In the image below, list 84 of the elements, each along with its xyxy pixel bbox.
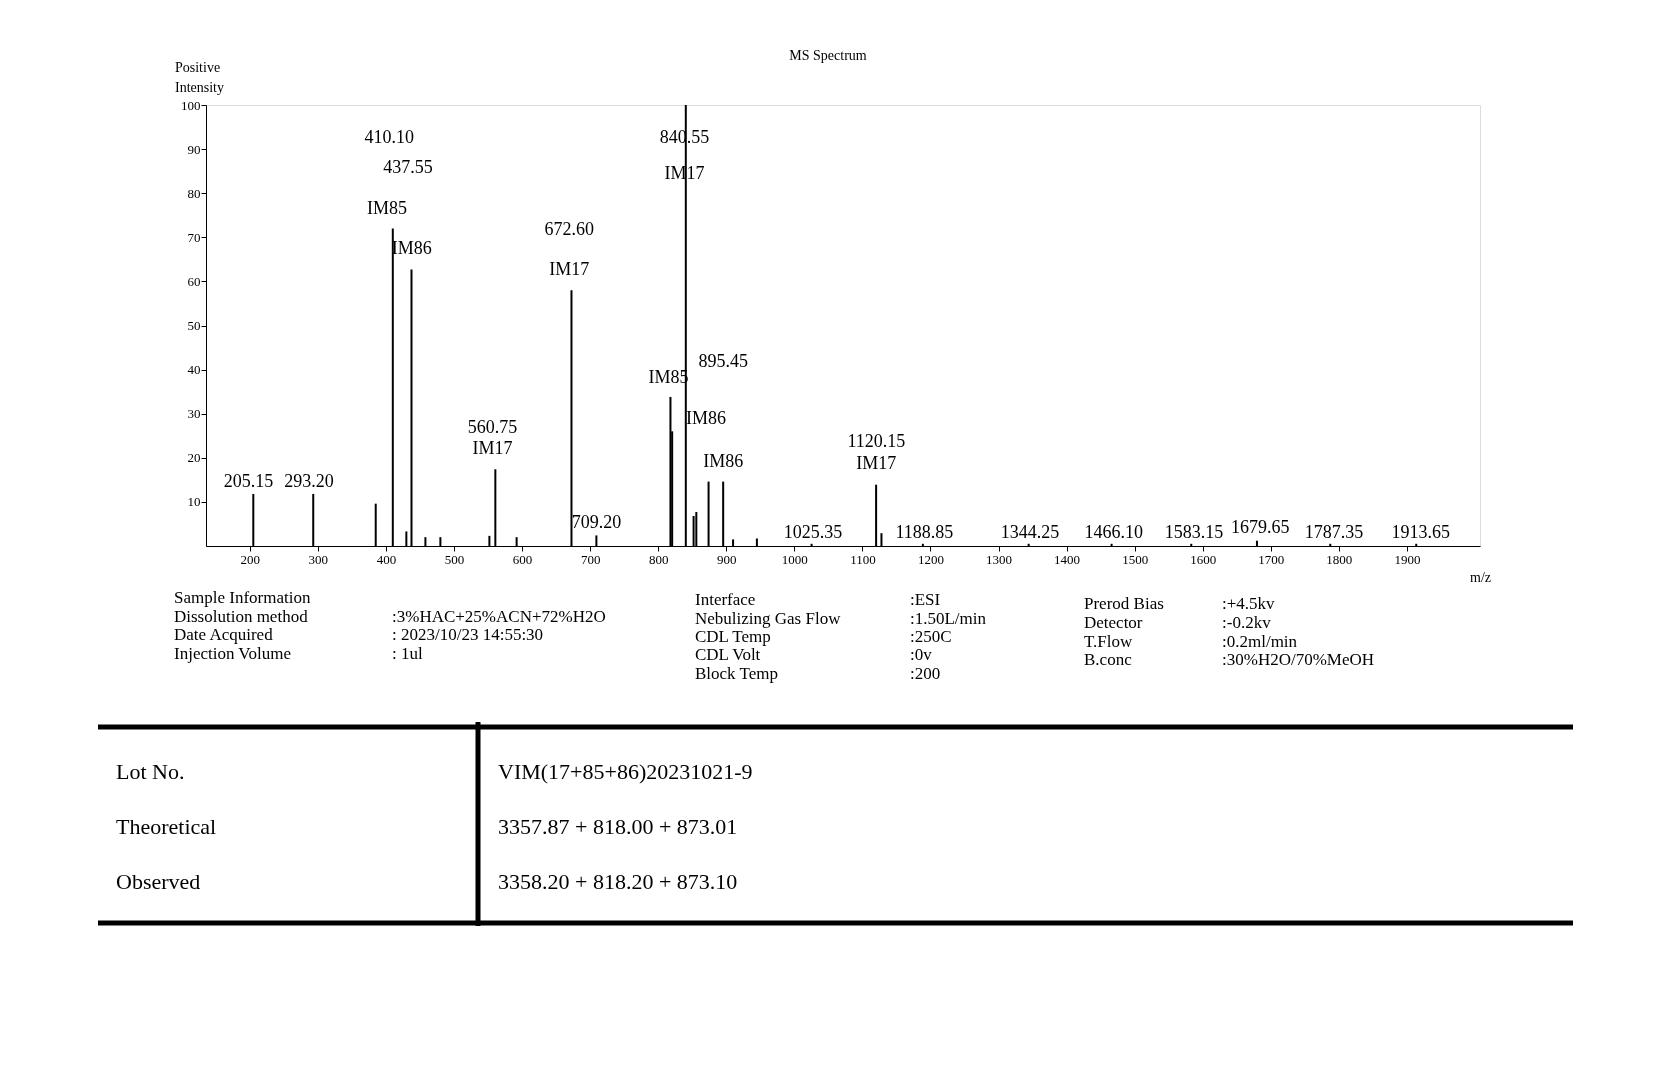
x-tick-label: 1100 [850, 551, 876, 567]
text: Date Acquired [174, 625, 274, 644]
annotation: 1188.85 [895, 521, 954, 542]
text: Theoretical [116, 814, 217, 839]
annotation: 1583.15 [1164, 521, 1224, 542]
text: 3358.20 + 818.20 + 873.10 [498, 869, 738, 894]
annotation: 1466.10 [1084, 521, 1143, 542]
y-tick-label: 10 [187, 494, 201, 510]
text: Nebulizing Gas Flow [695, 609, 842, 628]
annotation: 410.10 [364, 126, 414, 147]
annotation: IM85 [367, 197, 408, 218]
annotation: 672.60 [544, 218, 595, 239]
x-tick-label: 1500 [1122, 551, 1149, 567]
text: CDL Temp [695, 627, 771, 646]
y-tick-label: 90 [187, 141, 201, 157]
x-tick-label: 1400 [1054, 551, 1081, 567]
x-tick-label: 400 [376, 551, 397, 567]
x-tick-label: 900 [717, 551, 737, 567]
x-tick-label: 600 [512, 551, 533, 567]
annotation: IM17 [549, 259, 590, 279]
text: :+4.5kv [1222, 594, 1276, 613]
text: CDL Volt [695, 645, 761, 664]
x-tick-label: 800 [648, 551, 669, 567]
y-tick-label: 30 [187, 406, 201, 422]
y-tick-label: 50 [187, 318, 201, 333]
annotation: 1025.35 [783, 521, 843, 542]
text: Prerod Bias [1084, 594, 1164, 613]
y-tick-label: 70 [187, 229, 201, 245]
annotation: 437.55 [383, 157, 433, 178]
annotation: 709.20 [571, 512, 622, 533]
annotation: IM17 [856, 452, 897, 473]
text: Lot No. [116, 759, 185, 784]
annotation: 1679.65 [1230, 517, 1290, 538]
text: :-0.2kv [1222, 613, 1272, 632]
x-tick-label: 1700 [1258, 551, 1285, 567]
x-tick-label: 1300 [986, 551, 1013, 567]
x-tick-label: 200 [240, 551, 261, 567]
text: :200 [910, 664, 941, 683]
text: Detector [1084, 613, 1143, 632]
x-tick-label: 500 [444, 551, 465, 567]
y-tick-label: 20 [187, 450, 201, 466]
annotation: 1787.35 [1304, 521, 1364, 542]
x-tick-label: 1000 [781, 551, 808, 567]
text: :1.50L/min [910, 609, 987, 628]
text: 3357.87 + 818.00 + 873.01 [498, 814, 738, 839]
x-tick-label: 700 [580, 551, 601, 567]
annotation: 560.75 [467, 416, 518, 437]
text: :0v [910, 645, 933, 664]
x-tick-label: 1600 [1190, 551, 1217, 567]
y-axis-title: Positive Intensity [175, 60, 224, 95]
text: :30%H2O/70%MeOH [1222, 650, 1375, 669]
annotation: 1344.25 [1000, 521, 1060, 542]
chart-title: MS Spectrum [789, 48, 867, 63]
annotation: IM17 [472, 438, 513, 458]
text: : 1ul [392, 644, 423, 663]
annotation: 1913.65 [1391, 521, 1450, 542]
text: : 2023/10/23 14:55:30 [392, 625, 544, 644]
x-tick-label: 1900 [1394, 551, 1421, 567]
text: T.Flow [1084, 632, 1134, 651]
annotation: 293.20 [284, 470, 334, 491]
text: Sample Information [174, 588, 311, 607]
x-tick-label: 1800 [1326, 551, 1353, 567]
x-tick-label: 1200 [917, 551, 944, 567]
y-tick-label: 100 [181, 97, 201, 113]
text: :250C [910, 627, 952, 646]
y-tick-label: 40 [187, 362, 201, 378]
text: B.conc [1084, 650, 1133, 669]
text: Observed [116, 869, 201, 894]
text: Injection Volume [174, 644, 291, 663]
y-tick-label: 60 [187, 273, 201, 289]
text: Dissolution method [174, 607, 309, 626]
annotation: 205.15 [223, 470, 274, 491]
text: Interface [695, 590, 756, 609]
text: VIM(17+85+86)20231021-9 [498, 759, 753, 784]
x-axis-title: m/z [1470, 570, 1491, 585]
annotation: 1120.15 [847, 431, 906, 452]
text: :ESI [910, 590, 941, 609]
annotation: 895.45 [698, 350, 749, 371]
text: :3%HAC+25%ACN+72%H2O [392, 607, 606, 626]
annotation: IM86 [703, 451, 744, 472]
x-tick-label: 300 [308, 551, 329, 567]
text: :0.2ml/min [1222, 632, 1298, 651]
text: Block Temp [695, 664, 779, 683]
y-tick-label: 80 [187, 185, 201, 201]
